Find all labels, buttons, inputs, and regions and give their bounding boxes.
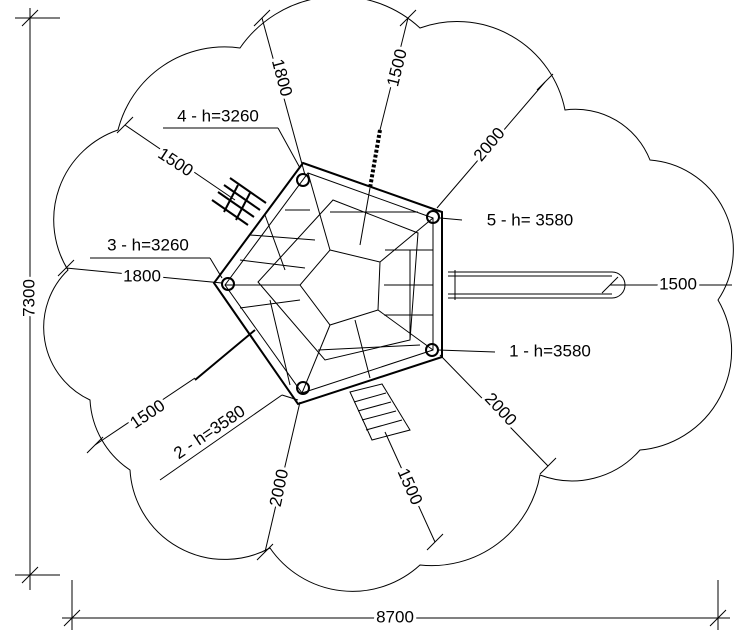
dimension-label: 1500 (383, 47, 411, 88)
ladder (349, 383, 411, 441)
slide (448, 270, 626, 300)
posts (221, 173, 440, 395)
dimension-label: 1800 (268, 57, 296, 98)
post-label: 4 - h=3260 (177, 106, 259, 125)
chain (368, 129, 382, 189)
dimension-lines (57, 9, 732, 561)
dimension-label: 1800 (123, 266, 161, 285)
dimension-label: 1500 (394, 465, 427, 507)
dimension-label: 2000 (266, 467, 292, 508)
dimension-label: 2000 (481, 389, 521, 430)
leader-lines (90, 127, 496, 481)
post-label: 2 - h=3580 (170, 401, 248, 462)
post-label: 5 - h= 3580 (487, 210, 574, 229)
climbing-frame (211, 177, 267, 226)
pole (194, 329, 256, 381)
dimension-label: 1500 (126, 396, 168, 433)
dimension-label: 1500 (155, 144, 197, 181)
width-label: 8700 (376, 607, 414, 626)
height-label: 7300 (19, 279, 38, 317)
post-label: 1 - h=3580 (509, 341, 591, 360)
platform (212, 161, 443, 406)
dimension-label: 2000 (470, 124, 509, 165)
overall-dimension-lines (15, 8, 730, 630)
safety-zone (43, 0, 734, 592)
post-label: 3 - h=3260 (107, 235, 189, 254)
dimension-label: 1500 (659, 274, 697, 293)
